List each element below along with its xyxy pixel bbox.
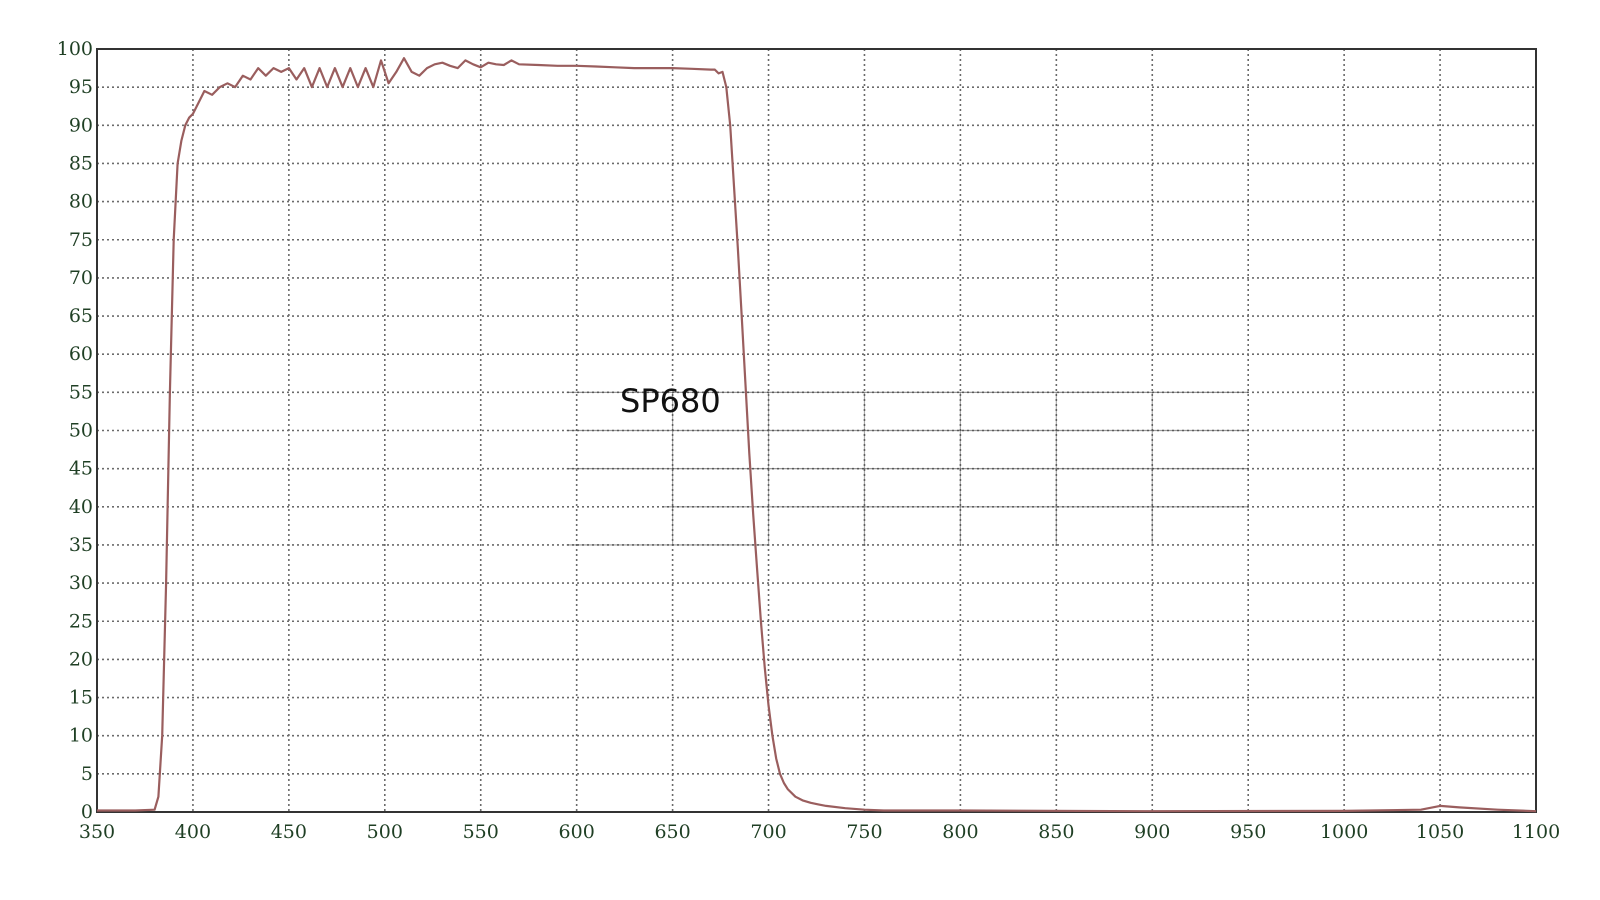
y-tick-label-0: 0	[81, 801, 93, 823]
x-tick-label-550: 550	[463, 821, 499, 843]
x-tick-label-450: 450	[271, 821, 307, 843]
filter-annotation: SP680	[620, 382, 721, 420]
x-tick-label-400: 400	[175, 821, 211, 843]
y-tick-label-20: 20	[69, 648, 93, 670]
y-tick-label-45: 45	[69, 458, 93, 480]
x-tick-label-1050: 1050	[1416, 821, 1464, 843]
x-tick-label-850: 850	[1038, 821, 1074, 843]
y-tick-label-100: 100	[57, 38, 93, 60]
y-tick-label-75: 75	[69, 229, 93, 251]
y-tick-label-10: 10	[69, 725, 93, 747]
x-tick-label-600: 600	[559, 821, 595, 843]
y-tick-label-30: 30	[69, 572, 93, 594]
transmission-curve-0	[97, 57, 1537, 813]
x-tick-label-950: 950	[1230, 821, 1266, 843]
y-tick-label-70: 70	[69, 267, 93, 289]
y-tick-label-35: 35	[69, 534, 93, 556]
y-tick-label-55: 55	[69, 381, 93, 403]
y-tick-label-25: 25	[69, 610, 93, 632]
x-tick-label-900: 900	[1134, 821, 1170, 843]
y-tick-label-65: 65	[69, 305, 93, 327]
x-tick-label-1000: 1000	[1320, 821, 1368, 843]
x-tick-label-800: 800	[942, 821, 978, 843]
y-tick-label-85: 85	[69, 152, 93, 174]
x-tick-label-700: 700	[750, 821, 786, 843]
y-tick-label-50: 50	[69, 420, 93, 442]
x-tick-label-1100: 1100	[1512, 821, 1560, 843]
y-tick-label-15: 15	[69, 687, 93, 709]
x-tick-label-350: 350	[79, 821, 115, 843]
plot-frame	[96, 48, 1537, 813]
x-tick-label-750: 750	[846, 821, 882, 843]
x-tick-label-650: 650	[654, 821, 690, 843]
y-tick-label-80: 80	[69, 191, 93, 213]
y-tick-label-40: 40	[69, 496, 93, 518]
y-tick-label-5: 5	[81, 763, 93, 785]
x-tick-label-500: 500	[367, 821, 403, 843]
y-tick-label-95: 95	[69, 76, 93, 98]
y-tick-label-60: 60	[69, 343, 93, 365]
y-tick-label-90: 90	[69, 114, 93, 136]
